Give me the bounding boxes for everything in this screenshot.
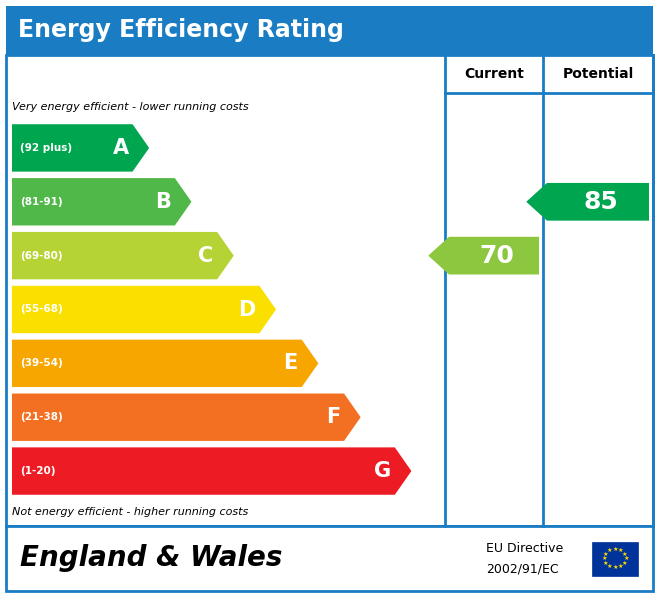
Text: ★: ★ [621, 561, 627, 565]
Text: (39-54): (39-54) [20, 358, 63, 368]
Text: ★: ★ [601, 556, 607, 561]
Bar [592, 541, 638, 576]
Text: England & Wales: England & Wales [20, 544, 282, 573]
Text: ★: ★ [612, 547, 618, 552]
Polygon shape [12, 393, 360, 441]
Bar [6, 526, 653, 591]
Text: 2002/91/EC: 2002/91/EC [486, 562, 559, 575]
Text: (81-91): (81-91) [20, 197, 63, 207]
Text: 85: 85 [584, 190, 618, 214]
Text: F: F [326, 407, 340, 427]
Text: Very energy efficient - lower running costs: Very energy efficient - lower running co… [12, 102, 248, 112]
Text: (55-68): (55-68) [20, 304, 63, 315]
Text: Potential: Potential [562, 67, 633, 81]
Polygon shape [12, 286, 276, 333]
Text: (92 plus): (92 plus) [20, 143, 72, 153]
Text: C: C [198, 245, 213, 266]
Text: ★: ★ [607, 564, 612, 569]
Text: ★: ★ [617, 564, 623, 569]
Text: ★: ★ [603, 561, 608, 565]
Polygon shape [12, 340, 318, 387]
Text: ★: ★ [623, 556, 629, 561]
Text: Not energy efficient - higher running costs: Not energy efficient - higher running co… [12, 507, 248, 517]
Text: (1-20): (1-20) [20, 466, 55, 476]
Polygon shape [527, 183, 649, 221]
Polygon shape [12, 124, 149, 171]
Text: D: D [238, 300, 256, 319]
Bar [6, 6, 653, 55]
Polygon shape [12, 447, 411, 495]
Text: Energy Efficiency Rating: Energy Efficiency Rating [18, 19, 344, 42]
Text: Current: Current [464, 67, 524, 81]
Text: A: A [113, 138, 129, 158]
Polygon shape [12, 178, 192, 226]
Text: (21-38): (21-38) [20, 412, 63, 422]
Text: E: E [283, 353, 298, 373]
Text: ★: ★ [603, 552, 608, 556]
Text: G: G [374, 461, 391, 481]
Text: B: B [155, 192, 171, 212]
Text: (69-80): (69-80) [20, 251, 63, 261]
Text: ★: ★ [621, 552, 627, 556]
Text: ★: ★ [607, 548, 612, 553]
Text: EU Directive: EU Directive [486, 542, 563, 555]
Bar [6, 55, 653, 526]
Text: ★: ★ [612, 565, 618, 570]
Polygon shape [428, 237, 539, 275]
Text: 70: 70 [480, 244, 515, 267]
Polygon shape [12, 232, 234, 279]
Text: ★: ★ [617, 548, 623, 553]
